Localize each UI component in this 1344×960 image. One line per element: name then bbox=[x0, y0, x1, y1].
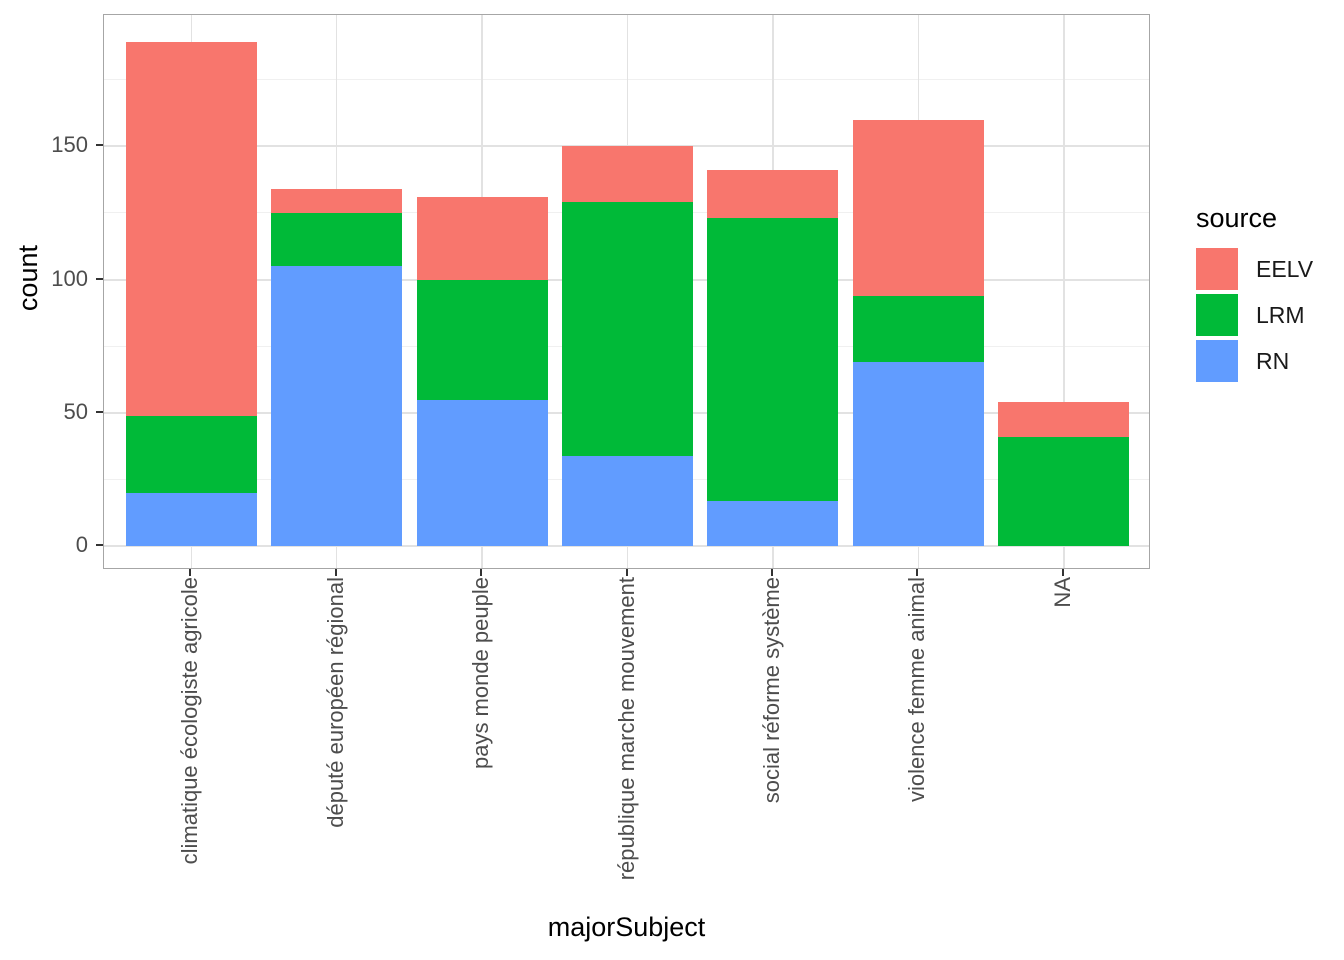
bar-segment-RN-4 bbox=[707, 500, 839, 547]
legend-label-RN: RN bbox=[1256, 347, 1290, 374]
bar-segment-EELV-6 bbox=[998, 402, 1130, 437]
bar-segment-LRM-0 bbox=[125, 415, 257, 493]
x-tick-label: violence femme animal bbox=[904, 577, 930, 802]
y-tick-mark bbox=[96, 144, 103, 147]
bar-segment-EELV-2 bbox=[416, 196, 548, 280]
bar-segment-LRM-6 bbox=[998, 436, 1130, 547]
bar-segment-LRM-4 bbox=[707, 218, 839, 501]
legend-item-RN: RN bbox=[1196, 340, 1313, 382]
bar-segment-RN-3 bbox=[562, 455, 693, 547]
legend-swatch-EELV bbox=[1196, 248, 1238, 290]
x-tick-label: climatique écologiste agricole bbox=[177, 577, 203, 865]
legend-item-EELV: EELV bbox=[1196, 248, 1313, 290]
x-tick-label: république marche mouvement bbox=[613, 577, 639, 881]
legend-items: EELV LRM RN bbox=[1196, 248, 1313, 382]
legend-swatch-LRM bbox=[1196, 294, 1238, 336]
gridline-minor bbox=[104, 79, 1149, 81]
x-tick-mark bbox=[770, 569, 773, 576]
bar-segment-EELV-5 bbox=[852, 119, 984, 296]
y-tick-label: 100 bbox=[51, 265, 88, 291]
bar-segment-LRM-2 bbox=[416, 279, 548, 400]
x-tick-mark bbox=[334, 569, 337, 576]
bar-segment-RN-0 bbox=[125, 492, 257, 547]
x-tick-mark bbox=[1061, 569, 1064, 576]
gridline-major bbox=[104, 545, 1149, 548]
x-tick-label: NA bbox=[1049, 577, 1075, 608]
bar-segment-EELV-3 bbox=[562, 146, 693, 203]
x-tick-mark bbox=[625, 569, 628, 576]
x-tick-label: pays monde peuple bbox=[468, 577, 494, 770]
gridline-vertical bbox=[1063, 15, 1065, 568]
plot-panel bbox=[103, 14, 1150, 569]
y-tick-mark bbox=[96, 277, 103, 280]
bar-segment-LRM-1 bbox=[271, 212, 403, 267]
x-axis-title: majorSubject bbox=[547, 912, 706, 942]
bar-segment-EELV-4 bbox=[707, 170, 839, 219]
x-tick-label: député européen régional bbox=[322, 577, 348, 828]
bar-segment-EELV-0 bbox=[125, 42, 257, 416]
x-tick-mark bbox=[189, 569, 192, 576]
x-tick-mark bbox=[916, 569, 919, 576]
legend-label-LRM: LRM bbox=[1256, 301, 1305, 328]
bar-segment-RN-1 bbox=[271, 266, 403, 547]
bar-segment-LRM-5 bbox=[852, 295, 984, 363]
bar-segment-EELV-1 bbox=[271, 188, 403, 213]
y-tick-label: 50 bbox=[63, 398, 88, 424]
bar-segment-RN-5 bbox=[852, 362, 984, 547]
y-tick-label: 0 bbox=[75, 532, 88, 558]
y-tick-mark bbox=[96, 410, 103, 413]
legend: source EELV LRM RN bbox=[1196, 203, 1313, 386]
y-tick-mark bbox=[96, 544, 103, 547]
bar-segment-LRM-3 bbox=[562, 202, 693, 456]
legend-label-EELV: EELV bbox=[1256, 255, 1314, 282]
legend-swatch-RN bbox=[1196, 340, 1238, 382]
y-axis-title: count bbox=[13, 244, 43, 311]
x-tick-label: social réforme système bbox=[758, 577, 784, 804]
legend-item-LRM: LRM bbox=[1196, 294, 1313, 336]
bar-segment-RN-2 bbox=[416, 399, 548, 547]
legend-title: source bbox=[1196, 203, 1278, 233]
x-tick-mark bbox=[480, 569, 483, 576]
y-tick-label: 150 bbox=[51, 132, 88, 158]
